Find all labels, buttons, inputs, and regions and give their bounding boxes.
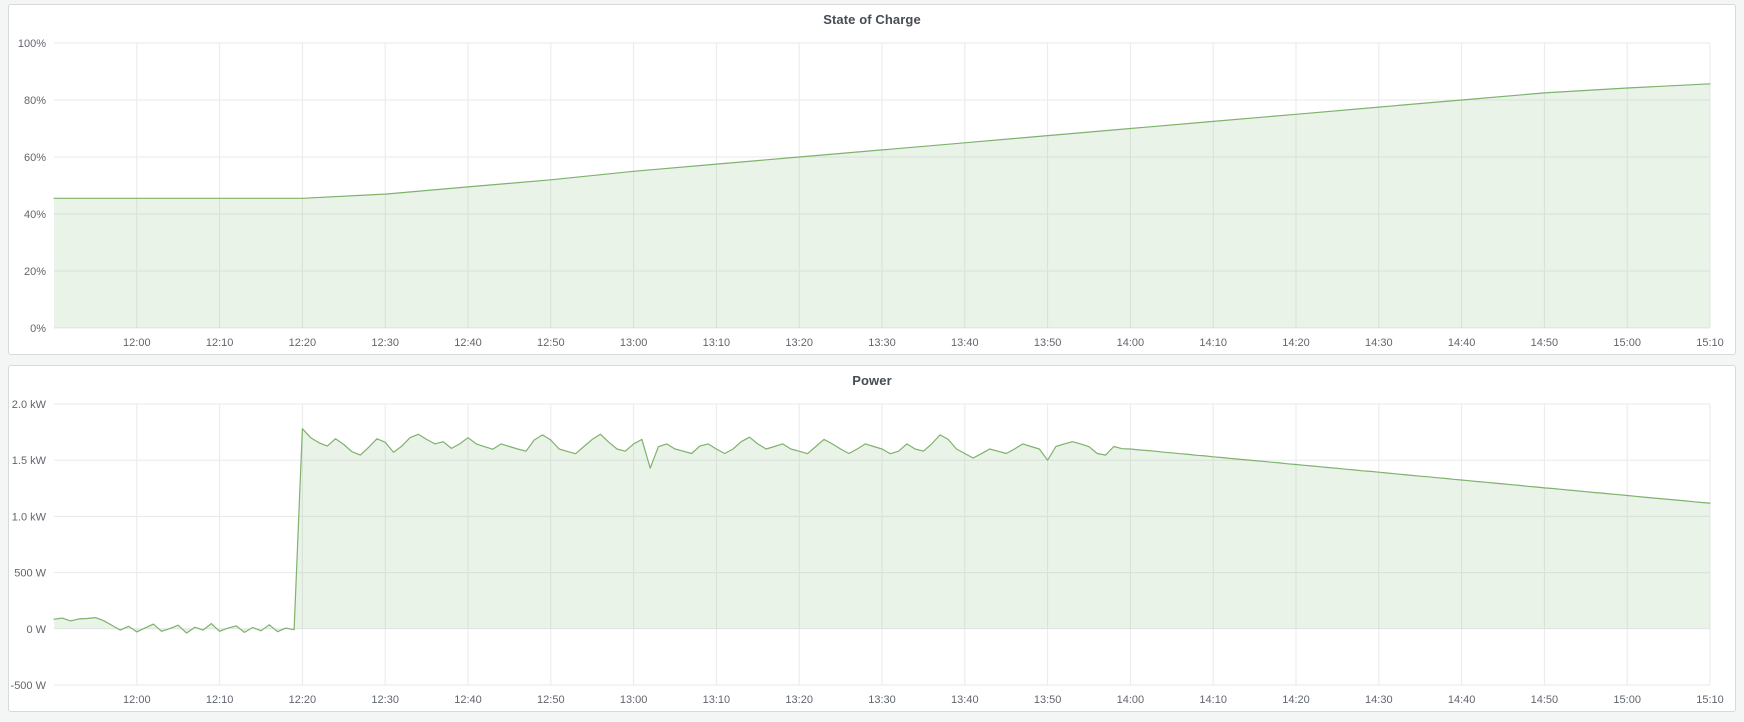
x-axis-label: 13:00 [620,694,648,706]
x-axis-label: 15:10 [1696,694,1724,706]
x-axis-label: 13:30 [868,337,896,349]
x-axis-label: 13:10 [703,337,731,349]
x-axis-label: 13:50 [1034,337,1062,349]
x-axis-label: 14:30 [1365,337,1393,349]
x-axis-label: 13:40 [951,337,979,349]
x-axis-label: 12:00 [123,337,151,349]
x-axis-label: 12:40 [454,337,482,349]
y-axis-label: -500 W [11,680,47,692]
y-axis-label: 0 W [26,624,46,636]
x-axis-label: 13:20 [785,694,813,706]
x-axis-label: 12:00 [123,694,151,706]
series-line [53,83,1711,199]
series-area [54,428,1710,634]
panel-state-of-charge: State of Charge 0% 20% 40% 60% 80% 100% 12:00 1… [8,4,1736,355]
y-axis-label: 100% [18,38,46,50]
soc-panel-header[interactable]: State of Charge [9,5,1735,33]
x-axis-label: 14:40 [1448,337,1476,349]
panel-power: Power -500 W 0 W 500 W 1.0 kW 1.5 kW 2.0 kW 12… [8,365,1736,712]
soc-panel-title[interactable]: State of Charge [823,11,921,27]
x-axis-label: 14:00 [1117,337,1145,349]
x-axis-label: 13:20 [785,337,813,349]
x-axis-label: 13:30 [868,694,896,706]
x-axis-label: 12:50 [537,694,565,706]
x-axis-label: 14:30 [1365,694,1393,706]
x-axis-label: 12:40 [454,694,482,706]
x-axis-label: 15:00 [1613,694,1641,706]
y-axis-label: 20% [24,266,46,278]
y-axis-label: 80% [24,95,46,107]
y-axis-label: 500 W [14,568,46,580]
y-axis-label: 0% [30,323,46,335]
x-axis-label: 14:10 [1199,337,1227,349]
series-area [54,83,1710,328]
x-axis-label: 12:50 [537,337,565,349]
power-panel-header[interactable]: Power [9,366,1735,394]
x-axis-label: 12:30 [371,694,399,706]
x-axis-label: 12:10 [206,337,234,349]
x-axis-label: 14:50 [1531,694,1559,706]
x-axis-label: 14:10 [1199,694,1227,706]
x-axis-label: 13:00 [620,337,648,349]
x-axis-label: 12:10 [206,694,234,706]
y-axis-label: 2.0 kW [12,399,47,411]
x-axis-label: 14:20 [1282,337,1310,349]
x-axis-label: 12:20 [289,337,317,349]
y-axis-label: 60% [24,152,46,164]
x-axis-label: 15:00 [1613,337,1641,349]
x-axis-label: 12:20 [289,694,317,706]
power-chart-canvas[interactable]: -500 W 0 W 500 W 1.0 kW 1.5 kW 2.0 kW 12:00 12:… [9,394,1735,711]
x-axis-label: 13:40 [951,694,979,706]
soc-chart-canvas[interactable]: 0% 20% 40% 60% 80% 100% 12:00 12:10 12:20 12:30 12… [9,33,1735,354]
y-axis-label: 1.5 kW [12,455,47,467]
series-line [53,428,1711,634]
x-axis-label: 14:40 [1448,694,1476,706]
x-axis-label: 14:50 [1531,337,1559,349]
y-axis-label: 1.0 kW [12,511,47,523]
x-axis-label: 13:50 [1034,694,1062,706]
power-panel-title[interactable]: Power [852,372,892,388]
x-axis-label: 15:10 [1696,337,1724,349]
x-axis-label: 14:20 [1282,694,1310,706]
x-axis-label: 12:30 [371,337,399,349]
y-axis-label: 40% [24,209,46,221]
x-axis-label: 14:00 [1117,694,1145,706]
x-axis-label: 13:10 [703,694,731,706]
